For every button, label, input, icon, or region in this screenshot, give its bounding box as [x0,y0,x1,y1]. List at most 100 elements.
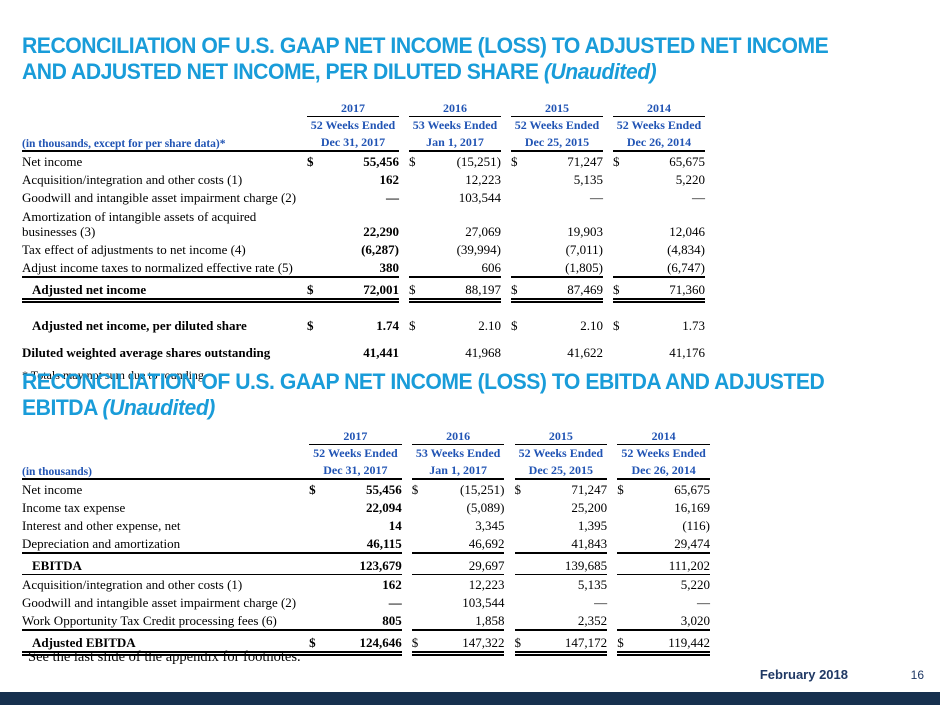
table-row: Adjust income taxes to normalized effect… [22,258,710,277]
column-gap [501,117,511,134]
value-cell: 103,544 [458,190,501,205]
value-cell: 5,135 [573,172,603,187]
column-gap [504,630,514,654]
row-label: Goodwill and intangible asset impairment… [22,595,297,610]
column-gap [399,277,409,301]
row-diluted-weighted-average-shares: Diluted weighted average shares outstand… [22,342,710,361]
total-row-adjusted-ebitda: Adjusted EBITDA $ 124,646 $ 147,322 $ 14… [22,629,710,656]
year-header: 2016 [409,100,501,117]
table-row: Goodwill and intangible asset impairment… [22,188,710,206]
column-gap [504,575,514,594]
column-gap [501,342,511,361]
year-header: 2017 [309,428,402,445]
year-header: 2014 [617,428,710,445]
value-cell: 65,675 [674,482,710,497]
table-row: Amortization of intangible assets of acq… [22,206,710,240]
value-cell: 5,135 [577,577,608,592]
column-gap [603,258,613,277]
column-gap [402,498,412,516]
value-cell: 22,094 [365,500,402,515]
column-gap [607,516,617,534]
value-cell: 147,172 [530,629,608,656]
column-gap [607,479,617,498]
weeks-header: 52 Weeks Ended [514,118,600,132]
value-cell: 88,197 [425,275,501,303]
column-gap [501,240,511,258]
column-gap [402,593,412,611]
column-gap [603,133,613,151]
value-cell: 87,469 [527,275,603,303]
spacer-row [22,300,710,314]
unaudited-label: (Unaudited) [102,395,216,420]
column-gap [399,188,409,206]
weeks-header-row: 52 Weeks Ended 53 Weeks Ended 52 Weeks E… [22,117,710,134]
value-cell: (1,805) [565,259,603,275]
currency-symbol: $ [307,275,323,303]
row-label: Adjusted net income, per diluted share [32,317,247,333]
value-cell: 16,169 [674,500,710,515]
table-row: Acquisition/integration and other costs … [22,575,710,594]
column-gap [607,611,617,630]
value-cell: 19,903 [567,223,603,239]
column-gap [607,593,617,611]
column-gap [607,553,617,575]
units-label: (in thousands) [22,461,310,480]
column-gap [607,428,617,445]
column-gap [603,151,613,170]
reconciliation-ebitda-table: 2017 2016 2015 2014 52 Weeks Ended 53 We… [22,428,712,656]
value-cell: (15,251) [460,482,505,497]
column-gap [603,314,613,334]
value-cell: (4,834) [667,241,705,257]
row-label: Adjusted net income [22,275,307,303]
column-gap [402,461,412,479]
value-cell: 1.74 [376,317,399,333]
currency-symbol: $ [613,275,629,303]
value-cell: 65,675 [669,154,705,169]
currency-symbol: $ [307,317,314,333]
value-cell: — [594,595,608,610]
column-gap [501,314,511,334]
column-gap [501,258,511,277]
column-gap [402,445,412,462]
row-label: Acquisition/integration and other costs … [22,577,243,592]
row-label: Diluted weighted average shares outstand… [22,344,271,360]
column-gap [603,170,613,188]
column-gap [607,461,617,479]
appendix-footnote: See the last slide of the appendix for f… [28,649,301,665]
slide-title-2: RECONCILIATION OF U.S. GAAP NET INCOME (… [22,369,825,421]
table-row: Work Opportunity Tax Credit processing f… [22,611,710,630]
value-cell: 46,115 [366,536,402,551]
year-header: 2016 [411,428,505,445]
title-line: RECONCILIATION OF U.S. GAAP NET INCOME (… [22,369,825,394]
total-row-adjusted-net-income: Adjusted net income $ 72,001 $ 88,197 $ … [22,275,710,303]
value-cell: 46,692 [468,536,505,551]
currency-symbol: $ [309,482,316,497]
currency-symbol: $ [409,317,416,333]
weeks-header: 52 Weeks Ended [518,446,604,460]
value-cell: 124,646 [325,629,402,656]
year-header: 2015 [511,100,603,117]
row-label: Net income [22,482,83,497]
table-row: Goodwill and intangible asset impairment… [22,593,710,611]
column-gap [504,445,514,462]
column-gap [607,534,617,553]
value-cell: — [386,190,399,205]
title-line: RECONCILIATION OF U.S. GAAP NET INCOME (… [22,33,829,58]
date-header: Dec 25, 2015 [511,133,603,152]
value-cell: 2.10 [580,317,603,333]
weeks-header-row: 52 Weeks Ended 53 Weeks Ended 52 Weeks E… [22,445,710,462]
value-cell: 147,322 [427,629,505,656]
currency-symbol: $ [617,629,634,656]
row-label: Interest and other expense, net [22,518,181,533]
value-cell: 71,247 [571,482,608,497]
table-row: Acquisition/integration and other costs … [22,170,710,188]
column-gap [607,498,617,516]
value-cell: 5,220 [675,172,705,187]
value-cell: 2.10 [478,317,501,333]
date-header-row: (in thousands) Dec 31, 2017 Jan 1, 2017 … [22,461,710,480]
date-header: Dec 26, 2014 [613,133,705,152]
value-cell: 162 [382,577,402,592]
value-cell: — [590,190,603,205]
date-header: Dec 31, 2017 [307,133,399,152]
